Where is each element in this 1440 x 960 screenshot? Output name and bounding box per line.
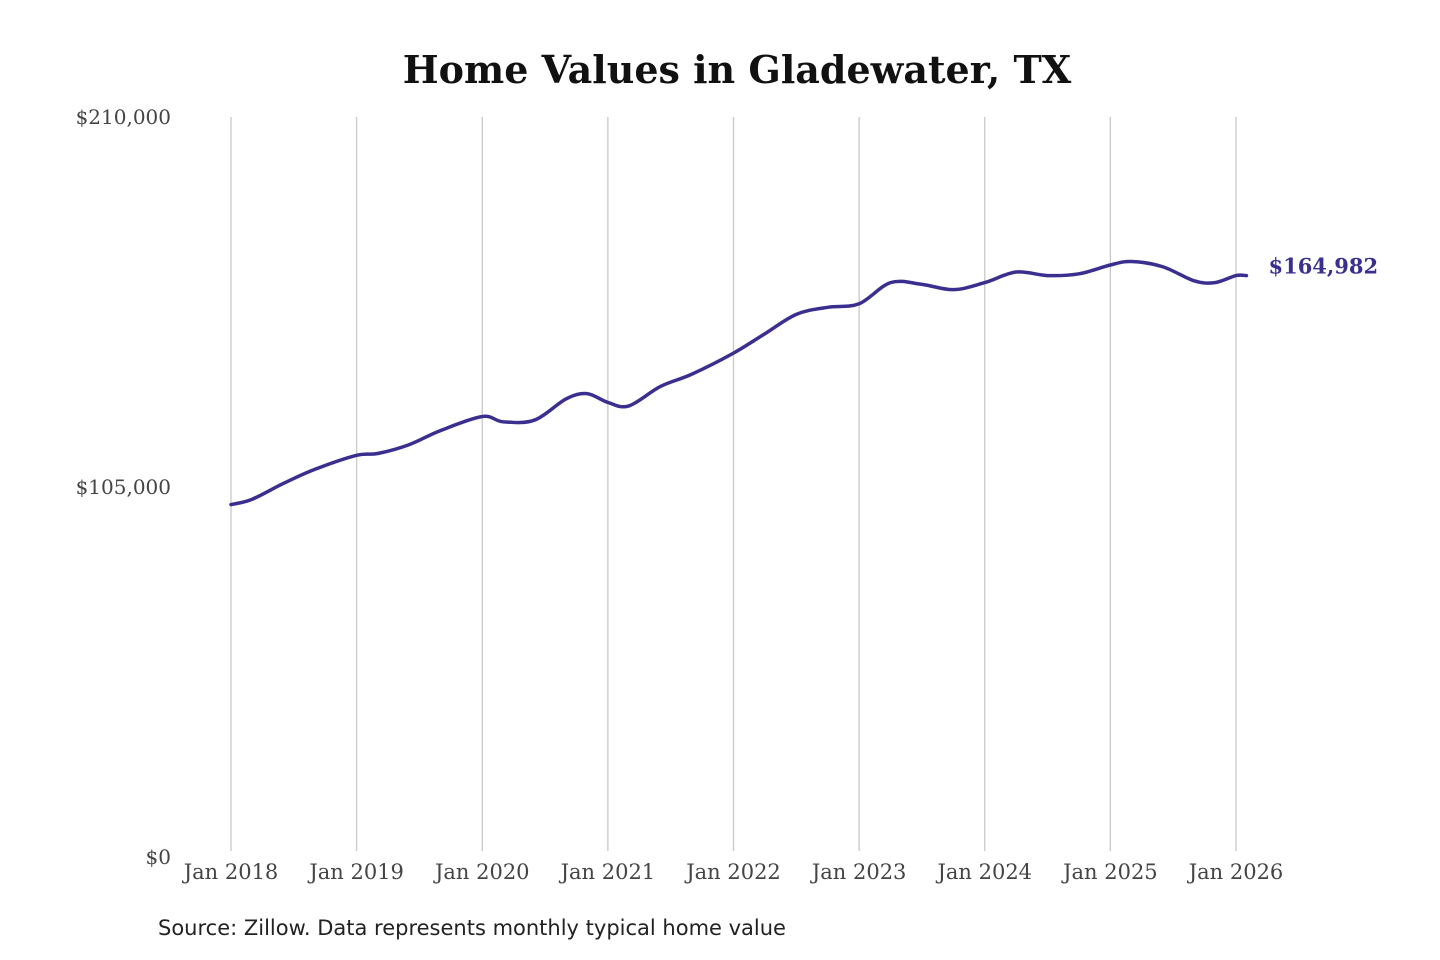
x-tick-label: Jan 2020 [433,860,530,884]
y-tick-label: $105,000 [76,475,171,499]
y-axis-ticks: $0 $105,000 $210,000 [76,105,171,869]
x-tick-label: Jan 2025 [1061,860,1158,884]
x-tick-label: Jan 2026 [1187,860,1284,884]
gridlines [230,117,1237,851]
y-tick-label: $0 [146,845,171,869]
y-tick-label: $210,000 [76,105,171,129]
end-value-label: $164,982 [1268,254,1378,279]
x-tick-label: Jan 2022 [684,860,781,884]
x-tick-label: Jan 2021 [559,860,656,884]
x-axis-ticks: Jan 2018 Jan 2019 Jan 2020 Jan 2021 Jan 2022… [182,860,1284,884]
chart-title: Home Values in Gladewater, TX [403,47,1072,92]
series-line-0 [229,259,1249,507]
x-tick-label: Jan 2024 [935,860,1032,884]
x-tick-label: Jan 2018 [182,860,279,884]
x-tick-label: Jan 2023 [810,860,907,884]
source-note: Source: Zillow. Data represents monthly … [158,916,786,940]
x-tick-label: Jan 2019 [307,860,404,884]
series-layer: $164,982 [229,254,1378,507]
